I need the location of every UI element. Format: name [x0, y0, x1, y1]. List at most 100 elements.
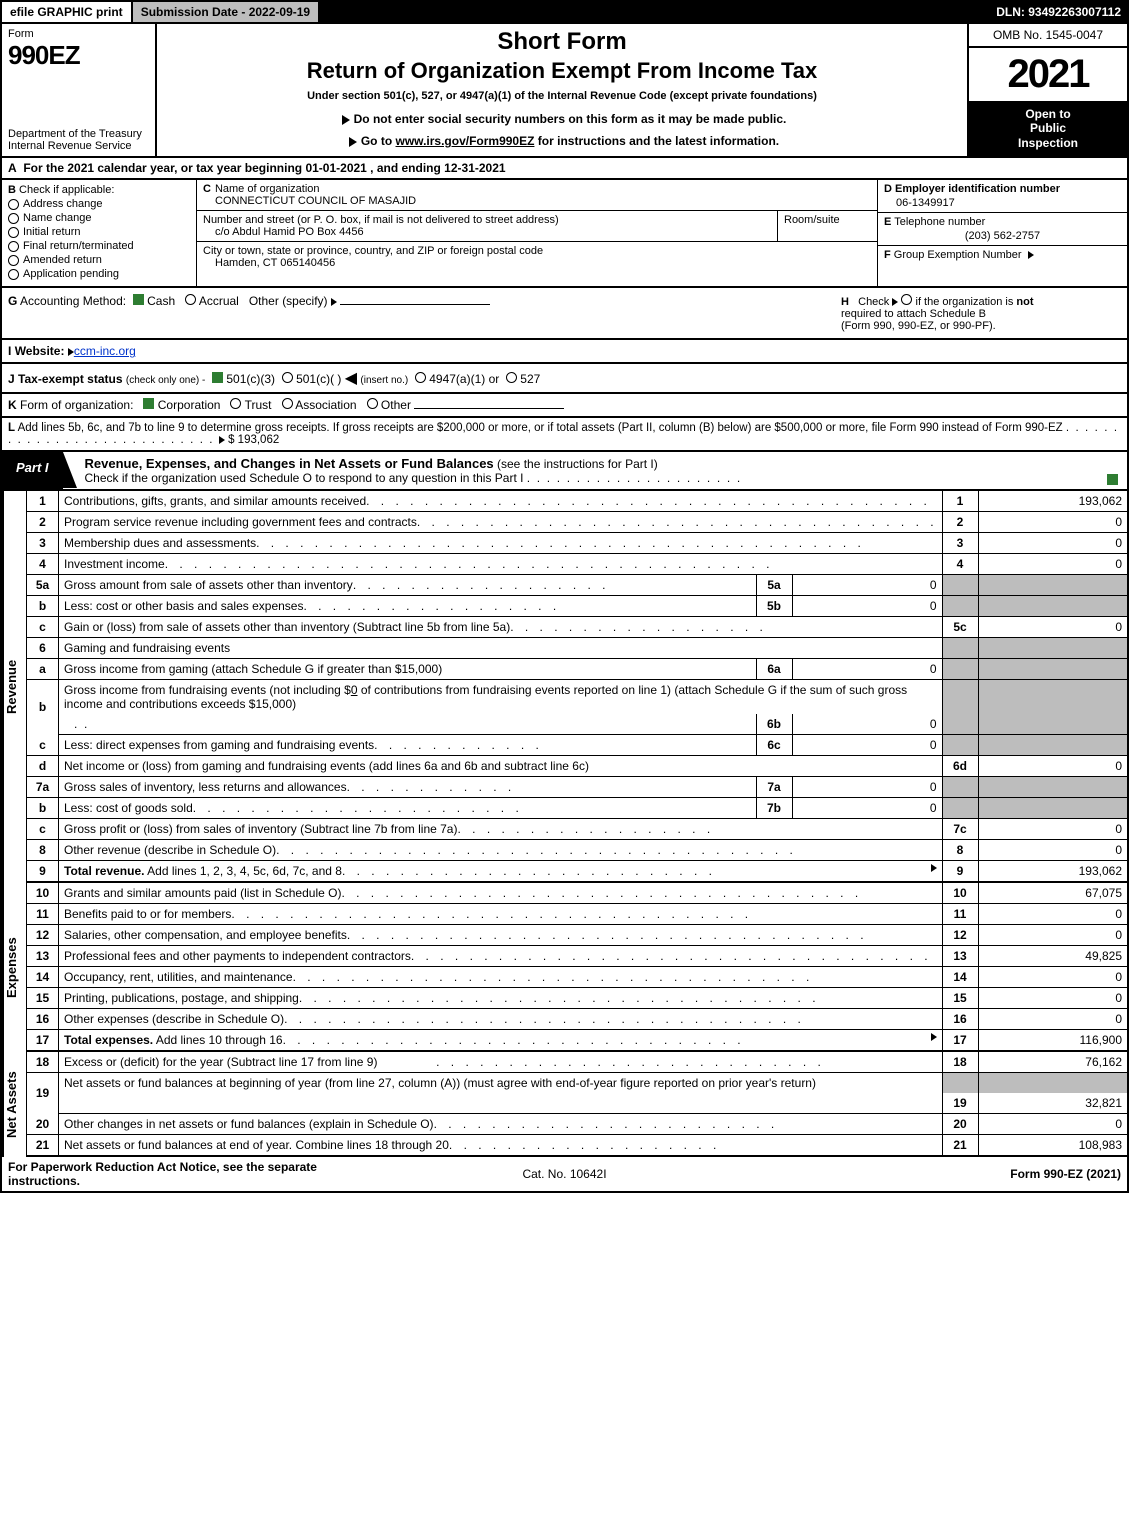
h-text4: (Form 990, 990-EZ, or 990-PF).	[841, 320, 996, 332]
top-bar: efile GRAPHIC print Submission Date - 20…	[0, 0, 1129, 24]
line-7b: bLess: cost of goods sold. . . . . . . .…	[27, 798, 1129, 819]
check-initial-return[interactable]: Initial return	[8, 226, 190, 238]
other-specify-input[interactable]	[340, 304, 490, 305]
4947-label: 4947(a)(1) or	[429, 372, 499, 386]
footer-right: Form 990-EZ (2021)	[750, 1167, 1121, 1181]
section-d: D Employer identification number 06-1349…	[878, 180, 1127, 213]
section-h: H Check if the organization is not requi…	[841, 294, 1121, 332]
submission-date: Submission Date - 2022-09-19	[131, 0, 320, 24]
main-title: Return of Organization Exempt From Incom…	[165, 58, 959, 84]
row-a-text: For the 2021 calendar year, or tax year …	[23, 161, 505, 175]
room-label: Room/suite	[777, 211, 877, 241]
do-not-enter-text: Do not enter social security numbers on …	[354, 112, 787, 126]
form-label: Form	[8, 28, 149, 40]
department: Department of the Treasury Internal Reve…	[8, 128, 149, 152]
association-label: Association	[295, 398, 356, 412]
row-j: J Tax-exempt status (check only one) - 5…	[0, 364, 1129, 394]
city-label: City or town, state or province, country…	[203, 245, 871, 257]
line-6a: aGross income from gaming (attach Schedu…	[27, 659, 1129, 680]
accrual-label: Accrual	[199, 294, 239, 308]
corporation-checkbox[interactable]	[143, 398, 154, 409]
line-20: 20Other changes in net assets or fund ba…	[27, 1114, 1129, 1135]
f-label: F	[884, 249, 891, 261]
row-i: I Website: ccm-inc.org	[0, 340, 1129, 364]
other-label: Other (specify)	[249, 294, 328, 308]
part1-title-sub: (see the instructions for Part I)	[497, 457, 658, 471]
line-11: 11Benefits paid to or for members. . . .…	[27, 904, 1129, 925]
other-org-checkbox[interactable]	[367, 398, 378, 409]
triangle-icon	[1028, 251, 1034, 259]
501c3-checkbox[interactable]	[212, 372, 223, 383]
header-left: Form 990EZ Department of the Treasury In…	[2, 24, 157, 156]
form-number: 990EZ	[8, 40, 149, 71]
triangle-icon	[331, 298, 337, 306]
line-6: 6Gaming and fundraising events	[27, 638, 1129, 659]
line-1: 1Contributions, gifts, grants, and simil…	[27, 491, 1129, 512]
j-sub: (check only one) -	[126, 375, 205, 386]
line-21: 21Net assets or fund balances at end of …	[27, 1135, 1129, 1157]
527-label: 527	[520, 372, 540, 386]
check-name-change[interactable]: Name change	[8, 212, 190, 224]
name-label: Name of organization	[215, 183, 320, 195]
check-application-pending[interactable]: Application pending	[8, 268, 190, 280]
h-text3: required to attach Schedule B	[841, 308, 986, 320]
section-def: D Employer identification number 06-1349…	[877, 180, 1127, 286]
subtitle: Under section 501(c), 527, or 4947(a)(1)…	[165, 90, 959, 102]
h-checkbox[interactable]	[901, 294, 912, 305]
line-4: 4Investment income. . . . . . . . . . . …	[27, 554, 1129, 575]
triangle-icon	[219, 436, 225, 444]
org-name: CONNECTICUT COUNCIL OF MASAJID	[203, 195, 871, 207]
b-lead: Check if applicable:	[19, 184, 114, 196]
i-label: I	[8, 344, 11, 358]
h-not: not	[1016, 296, 1033, 308]
other-org-label: Other	[381, 398, 411, 412]
trust-checkbox[interactable]	[230, 398, 241, 409]
goto-pre: Go to	[361, 134, 396, 148]
cash-checkbox[interactable]	[133, 294, 144, 305]
row-a-label: A	[8, 161, 17, 175]
triangle-icon	[349, 137, 357, 147]
triangle-icon	[931, 1033, 937, 1041]
part1-schedule-o-checkbox[interactable]	[1107, 474, 1118, 485]
line-7a: 7aGross sales of inventory, less returns…	[27, 777, 1129, 798]
line-19: 1932,821	[27, 1093, 1129, 1114]
org-name-row: CName of organization CONNECTICUT COUNCI…	[197, 180, 877, 211]
city-row: City or town, state or province, country…	[197, 242, 877, 272]
footer-left: For Paperwork Reduction Act Notice, see …	[8, 1160, 379, 1188]
501c-checkbox[interactable]	[282, 372, 293, 383]
revenue-table: 1Contributions, gifts, grants, and simil…	[26, 491, 1129, 883]
section-b: B Check if applicable: Address change Na…	[2, 180, 197, 286]
footer-center: Cat. No. 10642I	[379, 1167, 750, 1181]
part1-title-area: Revenue, Expenses, and Changes in Net As…	[63, 452, 1097, 489]
g-label: G	[8, 294, 17, 308]
line-5a: 5aGross amount from sale of assets other…	[27, 575, 1129, 596]
check-amended-return[interactable]: Amended return	[8, 254, 190, 266]
l-text: Add lines 5b, 6c, and 7b to line 9 to de…	[18, 422, 1063, 434]
expenses-side-label: Expenses	[2, 883, 19, 1052]
check-address-change[interactable]: Address change	[8, 198, 190, 210]
501c-label: 501(c)( )	[296, 372, 341, 386]
line-6b: bGross income from fundraising events (n…	[27, 680, 1129, 715]
row-a: A For the 2021 calendar year, or tax yea…	[0, 158, 1129, 180]
line-2: 2Program service revenue including gover…	[27, 512, 1129, 533]
j-text: Tax-exempt status	[18, 372, 122, 386]
other-org-input[interactable]	[414, 408, 564, 409]
association-checkbox[interactable]	[282, 398, 293, 409]
triangle-icon	[892, 298, 898, 306]
527-checkbox[interactable]	[506, 372, 517, 383]
f-text: Group Exemption Number	[894, 249, 1022, 261]
triangle-icon	[931, 864, 937, 872]
website-link[interactable]: ccm-inc.org	[74, 344, 136, 358]
phone-value: (203) 562-2757	[884, 228, 1121, 242]
irs-link[interactable]: www.irs.gov/Form990EZ	[396, 134, 535, 148]
line-10: 10Grants and similar amounts paid (list …	[27, 883, 1129, 904]
ein-value: 06-1349917	[884, 195, 1121, 209]
check-final-return[interactable]: Final return/terminated	[8, 240, 190, 252]
accrual-checkbox[interactable]	[185, 294, 196, 305]
section-e: E Telephone number (203) 562-2757	[878, 213, 1127, 246]
line-7c: cGross profit or (loss) from sales of in…	[27, 819, 1129, 840]
4947-checkbox[interactable]	[415, 372, 426, 383]
d-label: D	[884, 183, 892, 195]
addr-value: c/o Abdul Hamid PO Box 4456	[203, 226, 777, 238]
open-line1: Open to	[973, 107, 1123, 121]
